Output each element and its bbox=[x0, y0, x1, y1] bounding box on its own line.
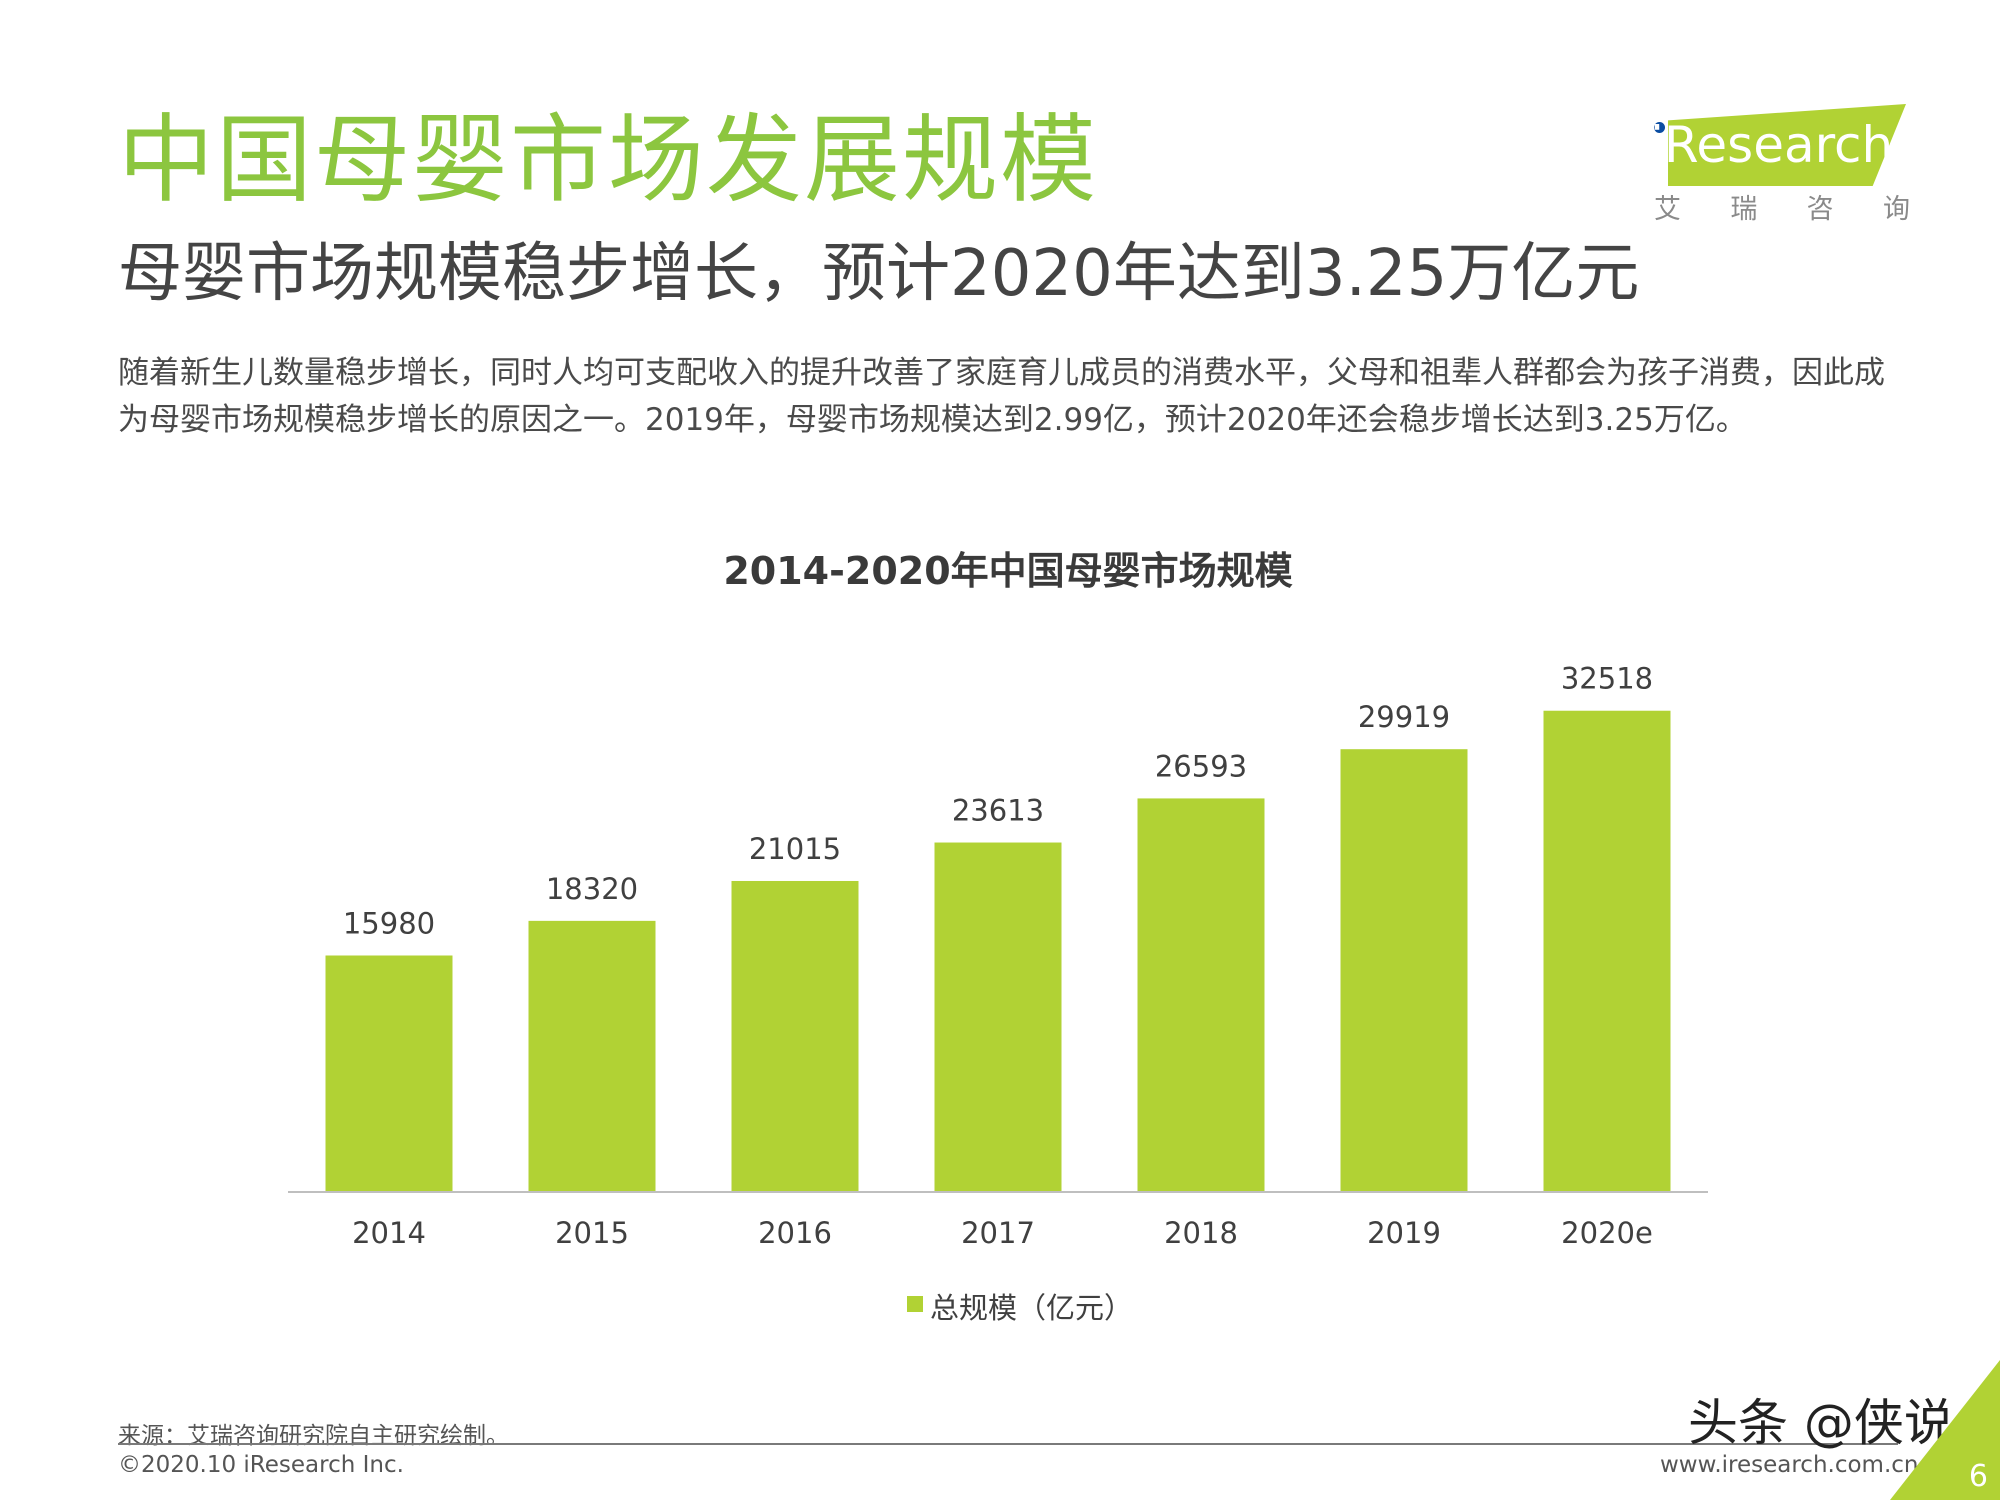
x-tick-2014: 2014 bbox=[352, 1216, 426, 1250]
value-label-2018: 26593 bbox=[1155, 749, 1247, 783]
logo-char: 咨 bbox=[1806, 194, 1834, 225]
bar-2014 bbox=[325, 955, 453, 1192]
chart-title: 2014-2020年中国母婴市场规模 bbox=[723, 549, 1292, 593]
page-subtitle: 母婴市场规模稳步增长，预计2020年达到3.25万亿元 bbox=[118, 237, 1640, 311]
logo-char: 艾 bbox=[1654, 194, 1681, 225]
bar-2018 bbox=[1137, 798, 1265, 1192]
bar-2020e bbox=[1543, 710, 1671, 1192]
x-tick-2016: 2016 bbox=[758, 1216, 832, 1250]
legend-swatch bbox=[907, 1296, 923, 1312]
value-label-2019: 29919 bbox=[1358, 700, 1450, 734]
logo-dot bbox=[1654, 122, 1665, 133]
bar-2016 bbox=[731, 880, 859, 1192]
logo-char: 询 bbox=[1882, 194, 1910, 225]
x-tick-2015: 2015 bbox=[555, 1216, 629, 1250]
footer-divider bbox=[118, 1443, 1898, 1445]
x-tick-2019: 2019 bbox=[1367, 1216, 1441, 1250]
watermark: 头条 @侠说 bbox=[1688, 1394, 1954, 1452]
bar-2017 bbox=[934, 842, 1062, 1192]
value-label-2016: 21015 bbox=[749, 832, 841, 866]
value-label-2020e: 32518 bbox=[1561, 662, 1653, 696]
legend-label: 总规模（亿元） bbox=[930, 1291, 1133, 1325]
bars-group bbox=[325, 710, 1671, 1192]
legend: 总规模（亿元） bbox=[907, 1291, 1133, 1325]
bar-chart: 2014-2020年中国母婴市场规模 15980 18320 21015 23613 2… bbox=[288, 549, 1708, 1325]
iresearch-logo: iResearch 艾 瑞 咨 询 bbox=[1650, 104, 1910, 232]
value-labels-group: 15980 18320 21015 23613 26593 29919 32518 bbox=[343, 662, 1653, 941]
logo-chinese-name: 艾 瑞 咨 询 bbox=[1654, 196, 1910, 223]
bar-2019 bbox=[1340, 749, 1468, 1192]
value-label-2017: 23613 bbox=[952, 794, 1044, 828]
value-label-2015: 18320 bbox=[546, 872, 638, 906]
logo-char: 瑞 bbox=[1730, 194, 1758, 225]
x-tick-2017: 2017 bbox=[961, 1216, 1035, 1250]
website-url: www.iresearch.com.cn bbox=[1660, 1452, 1919, 1478]
x-tick-labels: 2014 2015 2016 2017 2018 2019 2020e bbox=[352, 1216, 1653, 1250]
logo-wordmark: iResearch bbox=[1650, 116, 1894, 174]
value-label-2014: 15980 bbox=[343, 906, 435, 940]
page-title: 中国母婴市场发展规模 bbox=[118, 104, 1098, 216]
x-tick-2020e: 2020e bbox=[1561, 1216, 1653, 1250]
page-number: 6 bbox=[1968, 1459, 1988, 1494]
copyright: ©2020.10 iResearch Inc. bbox=[118, 1452, 404, 1478]
x-tick-2018: 2018 bbox=[1164, 1216, 1238, 1250]
bar-2015 bbox=[528, 920, 656, 1192]
body-paragraph: 随着新生儿数量稳步增长，同时人均可支配收入的提升改善了家庭育儿成员的消费水平，父… bbox=[118, 355, 1885, 438]
